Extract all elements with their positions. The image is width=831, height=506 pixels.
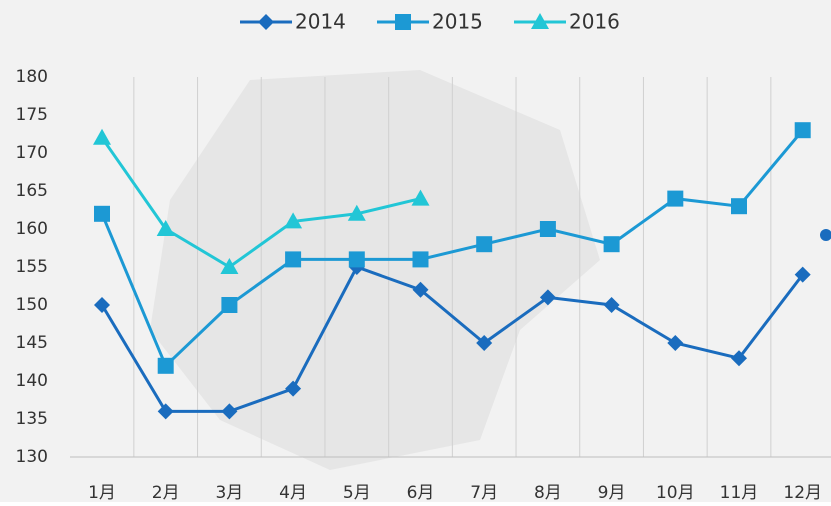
point xyxy=(731,198,747,215)
legend-label: 2015 xyxy=(432,10,483,34)
x-tick-label: 3月 xyxy=(215,483,243,502)
point xyxy=(476,236,493,253)
point xyxy=(284,212,303,229)
decor-dot xyxy=(820,229,831,241)
legend-marker xyxy=(531,13,549,29)
y-tick-label: 160 xyxy=(16,219,48,239)
point xyxy=(285,251,302,268)
x-tick-label: 12月 xyxy=(783,483,822,502)
x-tick-label: 5月 xyxy=(343,483,371,502)
point xyxy=(667,190,684,207)
x-tick-label: 10月 xyxy=(656,483,695,502)
series-line xyxy=(100,129,804,369)
legend-marker xyxy=(258,14,274,30)
x-tick-label: 4月 xyxy=(279,483,307,502)
point xyxy=(94,205,110,222)
point xyxy=(539,221,556,237)
legend-marker xyxy=(395,14,411,30)
point xyxy=(412,281,429,298)
y-tick-label: 170 xyxy=(16,143,48,163)
point xyxy=(285,380,302,397)
y-tick-label: 135 xyxy=(16,409,48,429)
point xyxy=(603,236,620,253)
point xyxy=(539,289,556,306)
y-tick-label: 140 xyxy=(16,371,48,391)
point xyxy=(412,251,429,268)
x-tick-label: 1月 xyxy=(88,483,116,502)
point xyxy=(731,350,747,367)
y-tick-label: 175 xyxy=(16,105,48,125)
x-tick-label: 11月 xyxy=(720,483,759,502)
x-tick-label: 6月 xyxy=(407,483,435,502)
point xyxy=(220,258,239,274)
x-tick-label: 9月 xyxy=(598,483,626,502)
point xyxy=(603,297,620,313)
point xyxy=(156,220,175,236)
point xyxy=(794,122,811,139)
point xyxy=(221,403,238,420)
point xyxy=(347,204,366,221)
point xyxy=(411,189,430,206)
y-tick-label: 145 xyxy=(16,333,48,353)
point xyxy=(476,335,493,351)
legend-label: 2014 xyxy=(295,10,346,34)
point xyxy=(93,128,111,145)
point xyxy=(348,251,365,268)
series-line xyxy=(100,136,421,269)
point xyxy=(667,335,684,351)
x-tick-label: 8月 xyxy=(534,483,562,502)
point xyxy=(157,357,174,374)
x-tick-label: 2月 xyxy=(152,483,180,502)
y-tick-label: 155 xyxy=(16,257,48,277)
point xyxy=(221,297,238,313)
y-tick-label: 180 xyxy=(16,67,48,87)
series-line xyxy=(100,265,804,413)
y-tick-label: 150 xyxy=(16,295,48,315)
point xyxy=(94,297,110,313)
legend-label: 2016 xyxy=(569,10,620,34)
y-tick-label: 165 xyxy=(16,181,48,201)
x-tick-label: 7月 xyxy=(470,483,498,502)
map-shape xyxy=(150,70,600,470)
y-tick-label: 130 xyxy=(16,447,48,467)
point xyxy=(794,266,811,283)
point xyxy=(157,403,174,420)
